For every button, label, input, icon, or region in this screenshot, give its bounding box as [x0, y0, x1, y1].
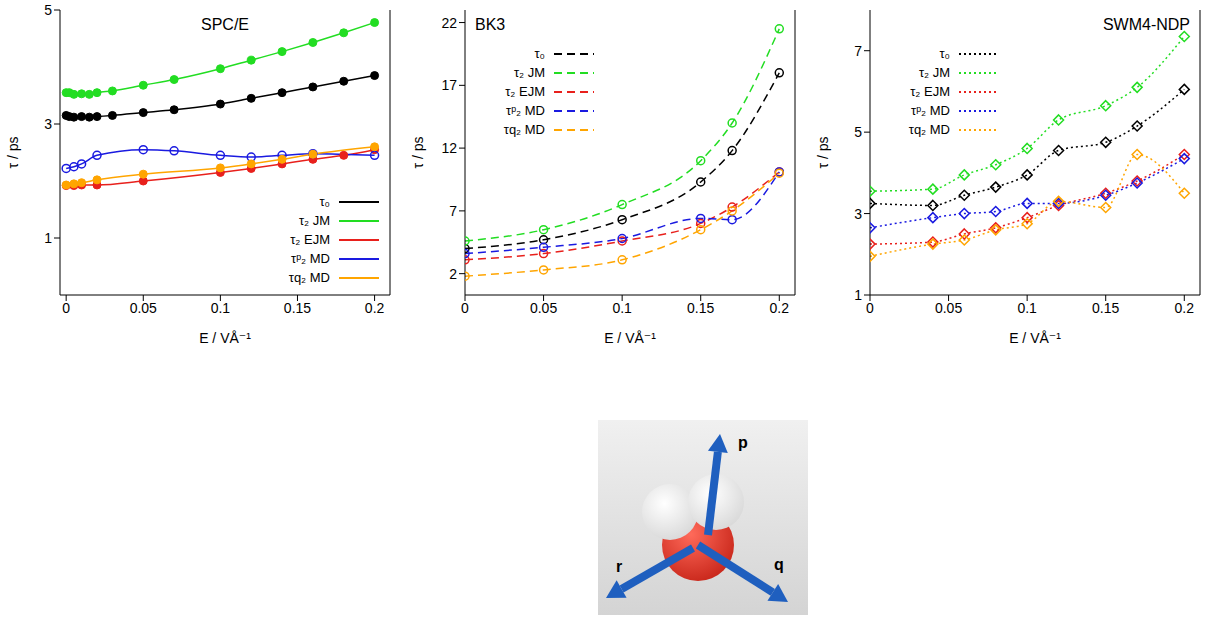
html-text:τᵖ₂ MD: τᵖ₂ MD [911, 103, 950, 118]
svg-text:0.2: 0.2 [1175, 300, 1195, 316]
svg-text:0.1: 0.1 [612, 300, 632, 316]
svg-text:3: 3 [44, 116, 52, 132]
html-text:τ₂ EJM: τ₂ EJM [505, 84, 545, 99]
svg-text:3: 3 [854, 206, 862, 222]
svg-text:0: 0 [62, 300, 70, 316]
svg-text:p: p [738, 434, 748, 451]
svg-text:0.05: 0.05 [935, 300, 962, 316]
svg-text:0.2: 0.2 [365, 300, 385, 316]
html-text:τ₂ JM: τ₂ JM [918, 65, 950, 80]
html-text:τ₂ JM: τ₂ JM [298, 213, 330, 228]
svg-text:0: 0 [866, 300, 874, 316]
svg-text:0.15: 0.15 [284, 300, 311, 316]
html-text:τ₀: τ₀ [939, 46, 950, 61]
html-text:τ₀: τ₀ [534, 46, 545, 61]
svg-text:τ / ps: τ / ps [815, 137, 831, 169]
svg-text:0.05: 0.05 [130, 300, 157, 316]
svg-text:5: 5 [44, 2, 52, 18]
html-text:τ₀: τ₀ [319, 194, 330, 209]
html-text:τq₂ MD: τq₂ MD [908, 122, 950, 137]
html-text:τ₂ JM: τ₂ JM [513, 65, 545, 80]
svg-text:5: 5 [854, 124, 862, 140]
svg-text:0.15: 0.15 [1092, 300, 1119, 316]
svg-text:7: 7 [854, 43, 862, 59]
svg-text:E / VÅ⁻¹: E / VÅ⁻¹ [199, 330, 251, 346]
svg-text:1: 1 [44, 230, 52, 246]
svg-text:r: r [616, 558, 622, 575]
svg-text:0.2: 0.2 [770, 300, 790, 316]
svg-text:τ / ps: τ / ps [5, 137, 21, 169]
svg-text:E / VÅ⁻¹: E / VÅ⁻¹ [1009, 330, 1061, 346]
svg-text:E / VÅ⁻¹: E / VÅ⁻¹ [604, 330, 656, 346]
html-text:τᵖ₂ MD: τᵖ₂ MD [291, 251, 330, 266]
html-text:τq₂ MD: τq₂ MD [288, 270, 330, 285]
svg-text:q: q [774, 556, 784, 573]
html-text:τ₂ EJM: τ₂ EJM [290, 232, 330, 247]
svg-text:0.1: 0.1 [211, 300, 231, 316]
html-text:SPC/E: SPC/E [201, 16, 249, 33]
svg-text:0.15: 0.15 [687, 300, 714, 316]
svg-text:1: 1 [854, 287, 862, 303]
svg-text:17: 17 [441, 77, 457, 93]
svg-text:τ / ps: τ / ps [410, 137, 426, 169]
svg-text:0: 0 [461, 300, 469, 316]
html-text:τ₂ EJM: τ₂ EJM [910, 84, 950, 99]
svg-text:0.1: 0.1 [1017, 300, 1037, 316]
svg-text:2: 2 [449, 266, 457, 282]
html-text:SWM4-NDP: SWM4-NDP [1102, 16, 1190, 33]
svg-text:12: 12 [441, 140, 457, 156]
svg-text:22: 22 [441, 15, 457, 31]
html-text:BK3: BK3 [475, 16, 506, 33]
html-text:τq₂ MD: τq₂ MD [503, 122, 545, 137]
html-text:τᵖ₂ MD: τᵖ₂ MD [506, 103, 545, 118]
svg-text:7: 7 [449, 203, 457, 219]
svg-text:0.05: 0.05 [530, 300, 557, 316]
